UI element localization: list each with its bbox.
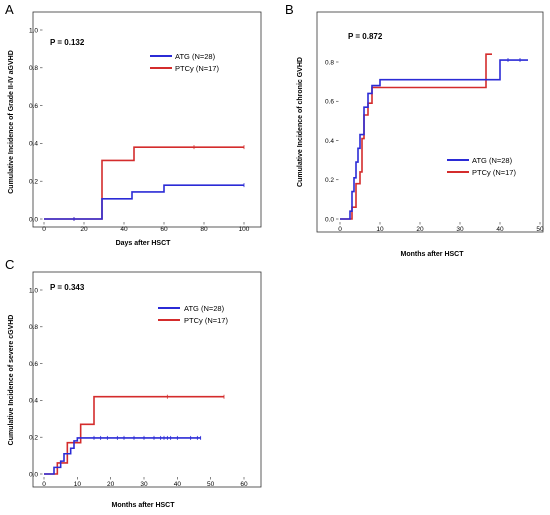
x-tick-label: 50	[207, 481, 215, 488]
legend-label-atg: ATG (N=28)	[184, 304, 225, 313]
legend-label-atg: ATG (N=28)	[472, 156, 513, 165]
legend-label-ptcy: PTCy (N=17)	[184, 316, 228, 325]
x-tick-label: 50	[536, 226, 544, 233]
x-tick-label: 0	[338, 226, 342, 233]
x-tick-label: 60	[240, 481, 248, 488]
y-axis-label: Cumulative Incidence of chronic GVHD	[297, 57, 304, 187]
y-tick-label: 0.4	[29, 398, 38, 405]
y-tick-label: 0.6	[29, 103, 38, 110]
y-tick-label: 0.8	[325, 59, 334, 66]
x-tick-label: 0	[42, 226, 46, 233]
legend: ATG (N=28) PTCy (N=17)	[158, 304, 228, 325]
y-tick-label: 1.0	[29, 27, 38, 34]
panel-c: C P = 0.343 Months after HSCT Cumulative…	[5, 257, 262, 509]
panel-label: B	[285, 2, 294, 17]
y-tick-label: 0.6	[29, 361, 38, 368]
y-tick-label: 0.0	[29, 216, 38, 223]
legend-label-atg: ATG (N=28)	[175, 52, 216, 61]
x-axis-label: Days after HSCT	[116, 240, 172, 247]
series-line-atg	[44, 437, 201, 475]
series-line-ptcy	[44, 395, 224, 475]
y-axis-label: Cumulative Incidence of Grade II-IV aGVH…	[8, 50, 15, 194]
p-value: P = 0.872	[348, 32, 383, 41]
y-tick-label: 0.2	[325, 177, 334, 184]
y-tick-label: 1.0	[29, 287, 38, 294]
p-value: P = 0.343	[50, 283, 85, 292]
series-line-atg	[44, 184, 244, 220]
x-tick-label: 40	[496, 226, 504, 233]
series-line-atg	[340, 59, 528, 220]
legend: ATG (N=28) PTCy (N=17)	[447, 156, 516, 177]
x-tick-label: 30	[140, 481, 148, 488]
x-tick-label: 20	[416, 226, 424, 233]
y-tick-label: 0.6	[325, 99, 334, 106]
plot-frame	[32, 11, 262, 228]
y-tick-label: 0.8	[29, 65, 38, 72]
x-tick-label: 40	[120, 226, 128, 233]
legend-label-ptcy: PTCy (N=17)	[175, 64, 219, 73]
legend-label-ptcy: PTCy (N=17)	[472, 168, 516, 177]
panel-a: A P = 0.132 Days after HSCT Cumulative I…	[5, 2, 262, 247]
y-tick-label: 0.0	[325, 216, 334, 223]
plot-frame	[32, 271, 262, 488]
y-tick-label: 0.2	[29, 179, 38, 186]
y-axis-label: Cumulative Incidence of severe cGVHD	[8, 315, 15, 446]
x-tick-label: 10	[376, 226, 384, 233]
p-value: P = 0.132	[50, 38, 85, 47]
x-tick-label: 60	[160, 226, 168, 233]
x-axis-label: Months after HSCT	[112, 502, 176, 509]
x-tick-label: 30	[456, 226, 464, 233]
plot-frame	[316, 11, 544, 233]
y-tick-label: 0.8	[29, 324, 38, 331]
y-tick-label: 0.4	[29, 141, 38, 148]
series-line-ptcy	[44, 146, 244, 220]
legend: ATG (N=28) PTCy (N=17)	[150, 52, 219, 73]
x-tick-label: 100	[239, 226, 250, 233]
y-tick-label: 0.0	[29, 471, 38, 478]
x-axis-label: Months after HSCT	[401, 251, 465, 258]
x-tick-label: 20	[80, 226, 88, 233]
panel-label: C	[5, 257, 14, 272]
panel-label: A	[5, 2, 14, 17]
y-tick-label: 0.4	[325, 138, 334, 145]
series-line-ptcy	[340, 53, 492, 220]
x-tick-label: 0	[42, 481, 46, 488]
panel-b: B P = 0.872 Months after HSCT Cumulative…	[285, 2, 544, 258]
x-tick-label: 20	[107, 481, 115, 488]
y-tick-label: 0.2	[29, 435, 38, 442]
x-tick-label: 80	[200, 226, 208, 233]
x-tick-label: 10	[74, 481, 82, 488]
x-tick-label: 40	[174, 481, 182, 488]
